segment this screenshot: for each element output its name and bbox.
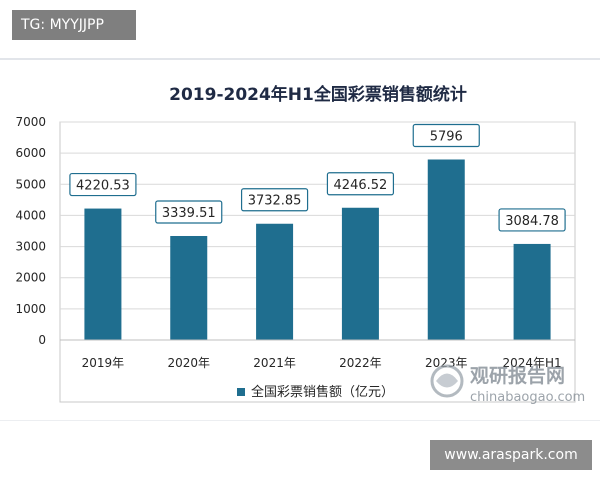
legend: 全国彩票销售额（亿元） bbox=[237, 384, 394, 400]
data-label: 4246.52 bbox=[334, 178, 388, 193]
y-tick-label: 2000 bbox=[15, 271, 46, 285]
y-axis: 0 1000 2000 3000 4000 5000 6000 7000 bbox=[15, 115, 46, 347]
bar bbox=[256, 223, 294, 340]
data-label: 3732.85 bbox=[248, 194, 302, 209]
x-tick-label: 2021年 bbox=[253, 356, 296, 370]
plot-area bbox=[59, 121, 576, 403]
x-tick-label: 2024年H1 bbox=[502, 356, 561, 370]
y-tick-label: 5000 bbox=[15, 177, 46, 191]
telegram-tag-banner: TG: MYYJJPP bbox=[12, 10, 136, 40]
gridlines bbox=[60, 121, 575, 310]
watermark-cn-text: 观研报告网 bbox=[470, 364, 565, 387]
y-tick-label: 1000 bbox=[15, 302, 46, 316]
bar bbox=[427, 159, 465, 340]
data-label: 3339.51 bbox=[162, 206, 216, 221]
data-label-box bbox=[240, 188, 309, 212]
data-label-box bbox=[69, 172, 137, 197]
bar bbox=[513, 243, 551, 340]
x-tick-label: 2019年 bbox=[82, 356, 125, 370]
data-label: 4220.53 bbox=[76, 179, 130, 194]
data-label: 3084.78 bbox=[505, 214, 559, 229]
y-tick-label: 0 bbox=[38, 333, 46, 347]
legend-label: 全国彩票销售额（亿元） bbox=[251, 384, 394, 400]
chart-card: 2019-2024年H1全国彩票销售额统计 0 1000 2000 3000 4000 5… bbox=[0, 58, 600, 421]
y-tick-label: 7000 bbox=[15, 115, 46, 129]
bar bbox=[84, 208, 122, 340]
y-tick-label: 4000 bbox=[15, 208, 46, 222]
x-tick-label: 2022年 bbox=[339, 356, 382, 370]
site-url-banner: www.araspark.com bbox=[430, 440, 592, 470]
legend-swatch bbox=[237, 388, 245, 396]
data-label: 5796 bbox=[430, 129, 463, 144]
data-label-box bbox=[326, 172, 395, 196]
data-label-box bbox=[155, 200, 223, 224]
bars bbox=[84, 159, 551, 340]
chart-title: 2019-2024年H1全国彩票销售额统计 bbox=[169, 84, 467, 105]
y-tick-label: 6000 bbox=[15, 146, 46, 160]
y-tick-label: 3000 bbox=[15, 240, 46, 254]
bar-chart: 2019-2024年H1全国彩票销售额统计 0 1000 2000 3000 4000 5… bbox=[15, 84, 585, 405]
data-label-box bbox=[412, 123, 480, 148]
chinabaogao-logo-icon bbox=[430, 364, 464, 398]
x-axis: 2019年 2020年 2021年 2022年 2023年 2024年H1 bbox=[60, 339, 575, 370]
watermark: 观研报告网 chinabaogao.com bbox=[430, 364, 585, 405]
watermark-url: chinabaogao.com bbox=[470, 390, 585, 405]
x-tick-label: 2020年 bbox=[167, 356, 210, 370]
bar bbox=[170, 235, 208, 340]
data-label-box bbox=[498, 208, 566, 232]
data-labels: 4220.53 3339.51 3732.85 4246.52 5796 3084.78 bbox=[69, 123, 566, 232]
x-tick-label: 2023年 bbox=[425, 356, 468, 370]
bar bbox=[341, 207, 379, 340]
